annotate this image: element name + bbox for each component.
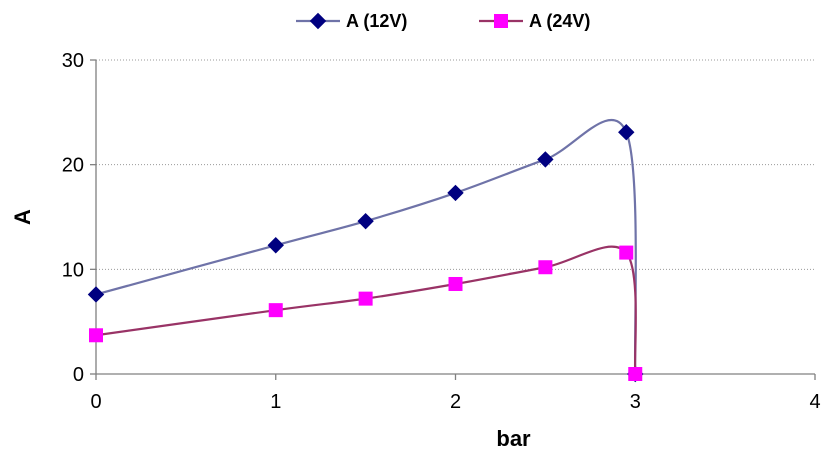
x-tick-label: 1: [270, 391, 281, 413]
data-point: [538, 260, 553, 275]
gridlines: [96, 59, 815, 270]
series-line: [95, 118, 637, 375]
legend-marker: [309, 12, 327, 30]
legend: A (12V) A (24V): [296, 11, 590, 31]
data-point: [268, 303, 283, 318]
data-point: [267, 237, 284, 254]
series-2: [89, 245, 643, 381]
x-tick-label: 2: [450, 391, 461, 413]
y-tick-label: 0: [73, 364, 84, 386]
legend-marker: [494, 14, 508, 28]
data-point: [448, 276, 463, 291]
x-tick-label: 3: [630, 391, 641, 413]
series-line: [95, 245, 637, 375]
axis-ticks: 0 10 20 30 0 1 2 3 4: [62, 50, 821, 413]
data-point: [447, 184, 464, 202]
data-point: [619, 245, 634, 260]
y-tick-label: 30: [62, 50, 84, 72]
legend-label: A (24V): [529, 11, 590, 31]
x-tick-label: 0: [90, 391, 101, 413]
y-tick-label: 20: [62, 155, 84, 177]
series-group: [87, 118, 644, 383]
series-1: [87, 118, 644, 383]
legend-label: A (12V): [346, 11, 407, 31]
data-point: [358, 291, 373, 306]
y-axis-title: A: [10, 209, 35, 225]
legend-item: A (24V): [479, 11, 590, 31]
data-point: [89, 328, 103, 343]
x-tick-label: 4: [809, 391, 820, 413]
x-axis-title: bar: [496, 426, 531, 451]
data-point: [618, 124, 635, 141]
data-point: [628, 367, 643, 381]
data-point: [87, 286, 105, 303]
y-tick-label: 10: [62, 259, 84, 281]
legend-item: A (12V): [296, 11, 407, 31]
data-point: [357, 212, 374, 230]
axes: [95, 60, 815, 375]
data-point: [537, 151, 554, 168]
